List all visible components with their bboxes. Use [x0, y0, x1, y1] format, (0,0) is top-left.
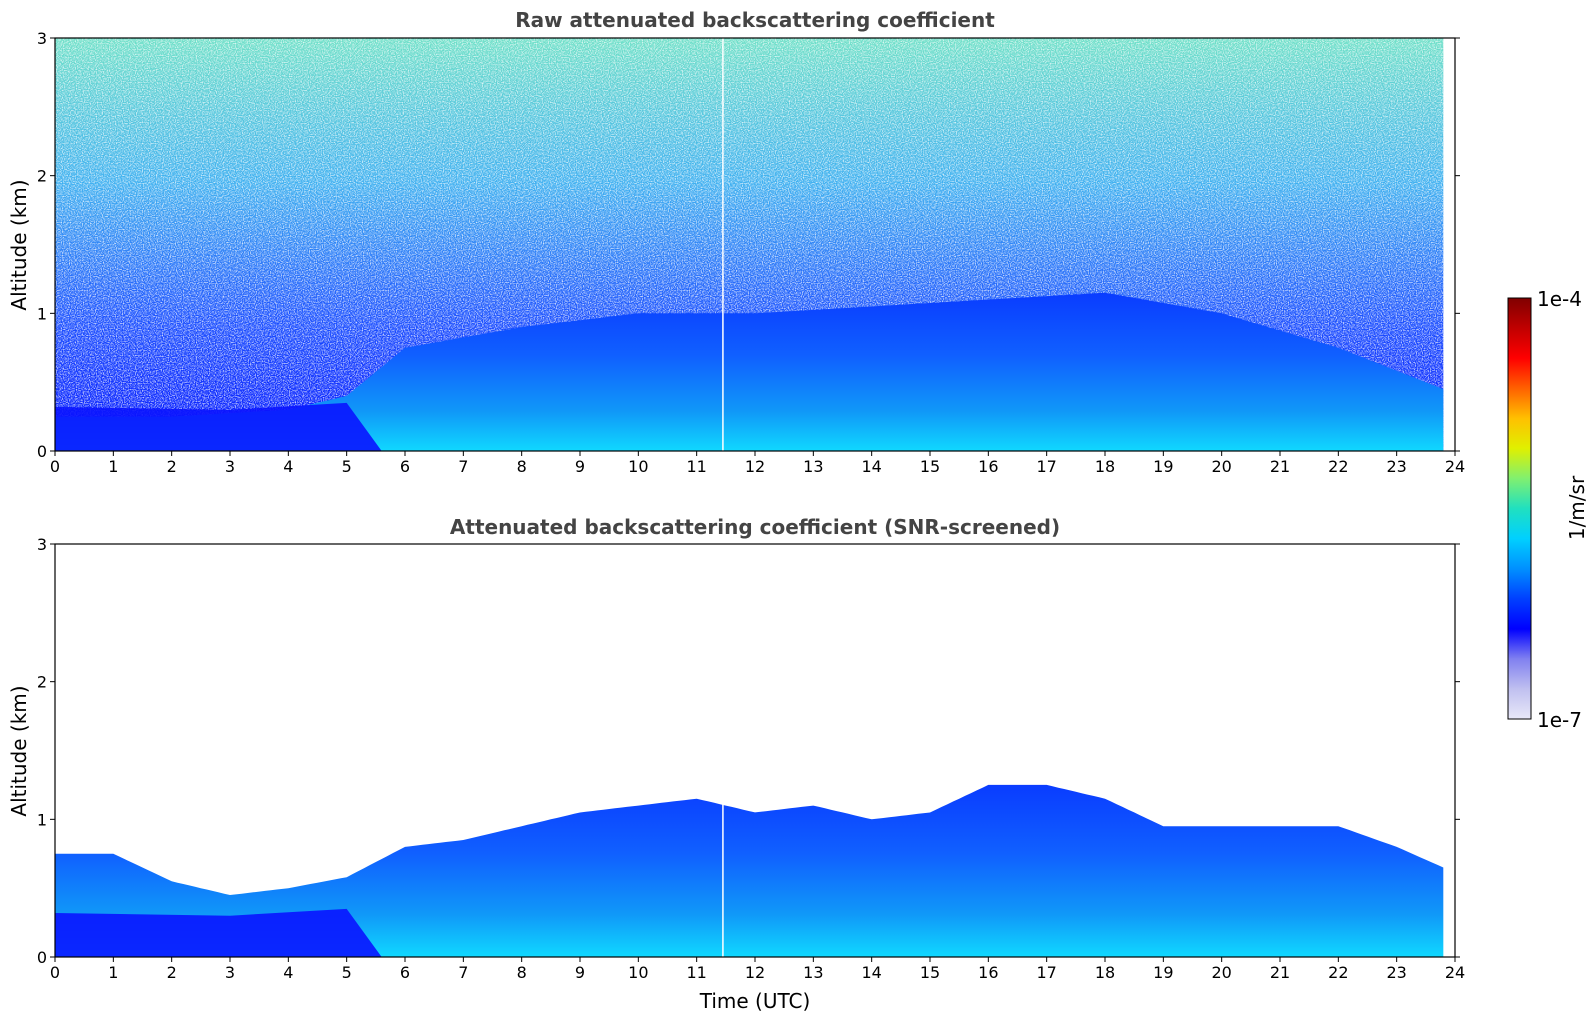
screened-x-tick-label: 9 [575, 963, 585, 982]
raw-x-tick-label: 19 [1153, 457, 1173, 476]
raw-x-tick-label: 23 [1386, 457, 1406, 476]
raw-x-tick-label: 1 [108, 457, 118, 476]
screened-x-tick-label: 6 [400, 963, 410, 982]
screened-x-tick-label: 23 [1386, 963, 1406, 982]
screened-x-tick-label: 22 [1328, 963, 1348, 982]
screened-x-tick-label: 15 [920, 963, 940, 982]
raw-x-tick-label: 0 [50, 457, 60, 476]
raw-y-ticks: 0 1 2 3 [37, 29, 1460, 461]
raw-boundary-layer [55, 292, 1444, 451]
screened-y-tick-label: 0 [37, 948, 47, 967]
colorbar-min-label: 1e-7 [1537, 708, 1582, 732]
colorbar-bar [1507, 297, 1532, 720]
raw-x-tick-label: 6 [400, 457, 410, 476]
screened-y-tick-label: 2 [37, 673, 47, 692]
screened-x-tick-label: 8 [517, 963, 527, 982]
screened-x-tick-label: 5 [342, 963, 352, 982]
raw-x-tick-label: 11 [686, 457, 706, 476]
raw-x-tick-label: 13 [803, 457, 823, 476]
screened-x-tick-label: 12 [745, 963, 765, 982]
screened-x-tick-label: 0 [50, 963, 60, 982]
screened-panel-title: Attenuated backscattering coefficient (S… [450, 515, 1060, 539]
raw-x-tick-label: 7 [458, 457, 468, 476]
screened-x-tick-label: 2 [167, 963, 177, 982]
screened-x-ticks: 0 1 2 3 4 5 6 7 8 9 10 11 12 13 14 15 16 17 18 19 20 21 22 23 24 [50, 957, 1465, 982]
colorbar-max-label: 1e-4 [1537, 287, 1582, 311]
screened-x-tick-label: 17 [1036, 963, 1056, 982]
screened-x-tick-label: 3 [225, 963, 235, 982]
raw-x-tick-label: 5 [342, 457, 352, 476]
raw-x-tick-label: 4 [283, 457, 293, 476]
raw-x-tick-label: 24 [1445, 457, 1465, 476]
colorbar: 1e-4 1e-7 1/m/sr [1507, 287, 1589, 732]
screened-x-tick-label: 19 [1153, 963, 1173, 982]
screened-x-tick-label: 13 [803, 963, 823, 982]
raw-x-tick-label: 20 [1211, 457, 1231, 476]
screened-y-ticks: 0 1 2 3 [37, 535, 1460, 967]
screened-y-axis-label: Altitude (km) [7, 685, 31, 816]
raw-panel: Raw attenuated backscattering coefficien… [7, 8, 1465, 476]
raw-x-tick-label: 9 [575, 457, 585, 476]
raw-x-tick-label: 17 [1036, 457, 1056, 476]
screened-heatmap [55, 544, 1444, 957]
raw-x-tick-label: 16 [978, 457, 998, 476]
screened-x-tick-label: 14 [861, 963, 881, 982]
screened-x-tick-label: 10 [628, 963, 648, 982]
screened-x-tick-label: 24 [1445, 963, 1465, 982]
x-axis-label: Time (UTC) [699, 989, 811, 1013]
raw-x-tick-label: 18 [1095, 457, 1115, 476]
screened-panel: Attenuated backscattering coefficient (S… [7, 515, 1465, 1013]
screened-night-layer [55, 908, 382, 957]
raw-x-tick-label: 3 [225, 457, 235, 476]
raw-y-tick-label: 3 [37, 29, 47, 48]
screened-x-tick-label: 4 [283, 963, 293, 982]
screened-y-tick-label: 3 [37, 535, 47, 554]
raw-y-tick-label: 2 [37, 167, 47, 186]
raw-y-tick-label: 0 [37, 442, 47, 461]
raw-x-tick-label: 15 [920, 457, 940, 476]
raw-x-tick-label: 2 [167, 457, 177, 476]
raw-x-tick-label: 12 [745, 457, 765, 476]
screened-x-tick-label: 11 [686, 963, 706, 982]
screened-y-tick-label: 1 [37, 810, 47, 829]
screened-x-tick-label: 21 [1270, 963, 1290, 982]
raw-panel-title: Raw attenuated backscattering coefficien… [515, 8, 995, 32]
screened-x-tick-label: 16 [978, 963, 998, 982]
screened-x-tick-label: 1 [108, 963, 118, 982]
raw-y-axis-label: Altitude (km) [7, 179, 31, 310]
raw-night-layer [55, 402, 382, 451]
raw-x-tick-label: 8 [517, 457, 527, 476]
raw-x-tick-label: 21 [1270, 457, 1290, 476]
screened-x-tick-label: 20 [1211, 963, 1231, 982]
colorbar-unit-label: 1/m/sr [1565, 475, 1589, 540]
raw-x-tick-label: 22 [1328, 457, 1348, 476]
screened-x-tick-label: 18 [1095, 963, 1115, 982]
screened-x-tick-label: 7 [458, 963, 468, 982]
screened-boundary-layer [55, 784, 1444, 957]
raw-x-ticks: 0 1 2 3 4 5 6 7 8 9 10 11 12 13 14 15 16 17 18 19 20 21 22 23 24 [50, 451, 1465, 476]
raw-x-tick-label: 14 [861, 457, 881, 476]
raw-y-tick-label: 1 [37, 304, 47, 323]
raw-x-tick-label: 10 [628, 457, 648, 476]
raw-heatmap [55, 38, 1444, 451]
